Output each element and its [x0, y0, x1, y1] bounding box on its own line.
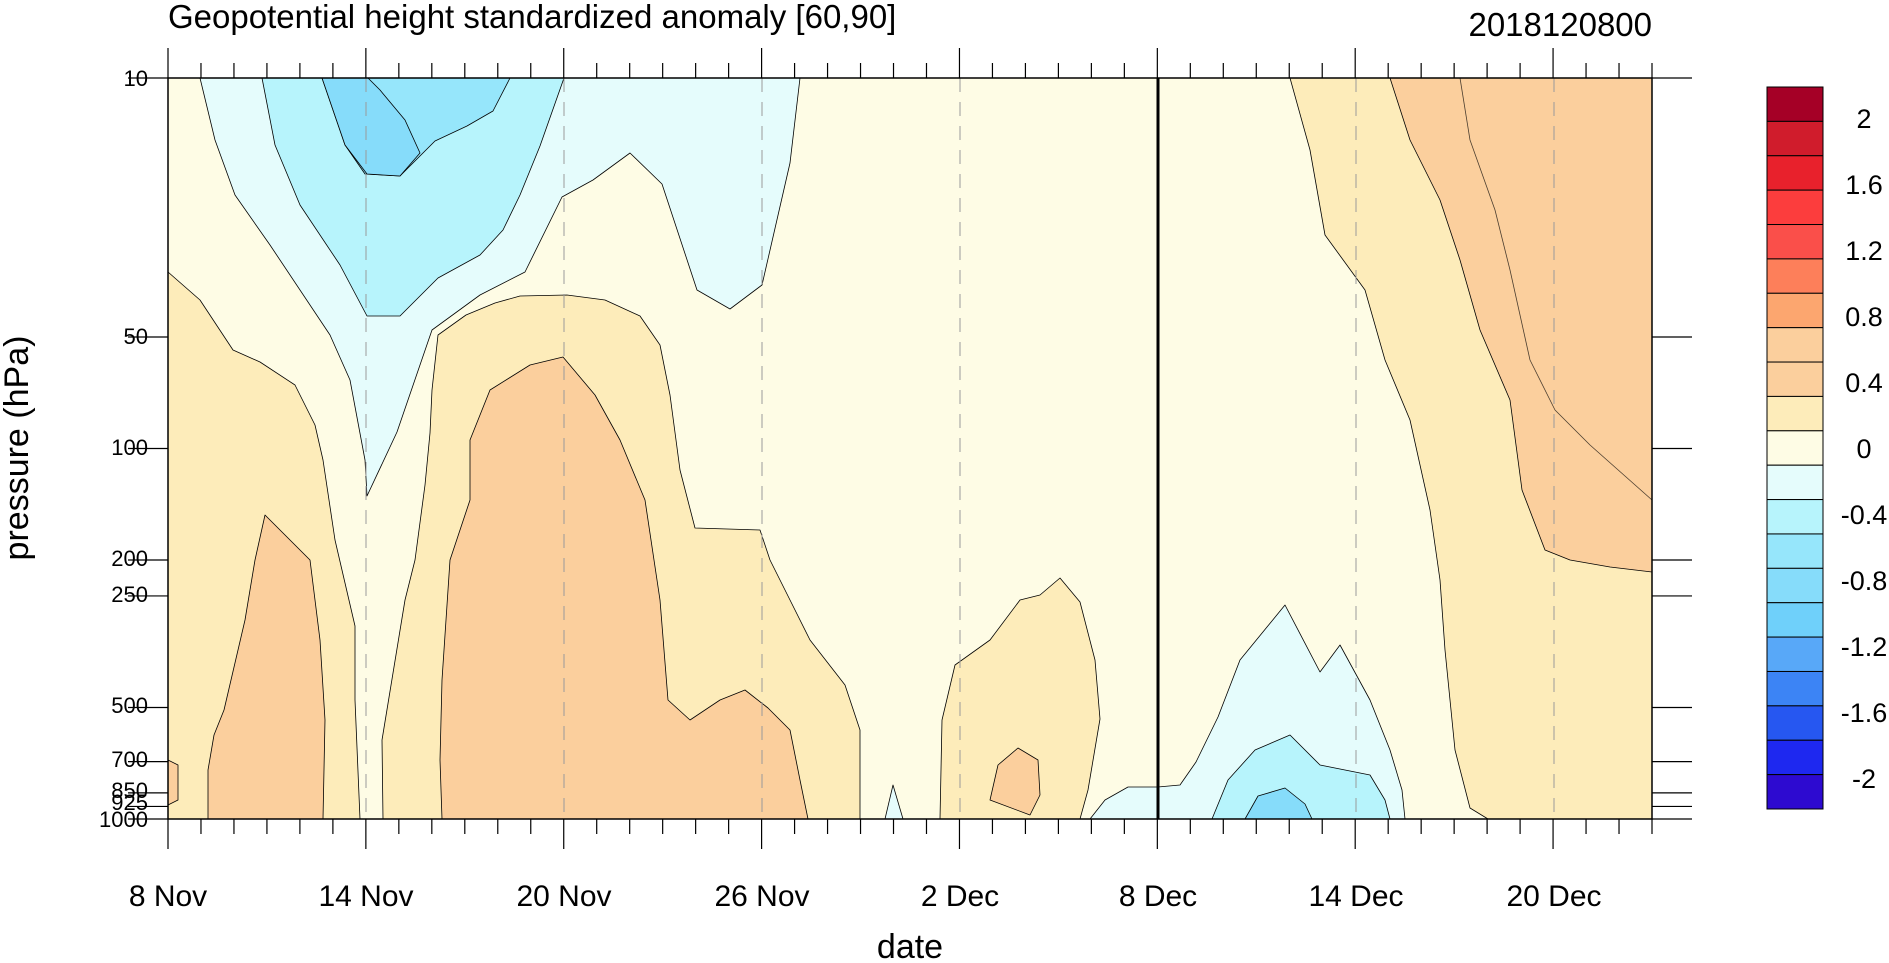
colorbar-label: 0 [1856, 434, 1871, 464]
x-tick-labels: 8 Nov 14 Nov 20 Nov 26 Nov 2 Dec 8 Dec 1… [129, 880, 1602, 913]
y-axis-title: pressure (hPa) [0, 336, 36, 561]
colorbar-label: 0.4 [1845, 368, 1883, 398]
colorbar-labels: 2 1.6 1.2 0.8 0.4 0 -0.4 -0.8 -1.2 -1.6 … [1841, 104, 1888, 794]
colorbar-swatch [1767, 190, 1823, 224]
chart: Geopotential height standardized anomaly… [0, 0, 1889, 963]
x-tick-label: 20 Nov [516, 880, 611, 913]
colorbar-swatch [1767, 500, 1823, 534]
colorbar-label: -0.8 [1841, 566, 1888, 596]
colorbar-label: 1.6 [1845, 170, 1883, 200]
colorbar-swatch [1767, 568, 1823, 602]
colorbar-label: 1.2 [1845, 236, 1883, 266]
colorbar-swatch [1767, 293, 1823, 327]
colorbar-swatch [1767, 706, 1823, 740]
y-tick-label: 700 [111, 747, 148, 772]
y-tick-labels: 10 50 100 200 250 500 700 850 925 1000 [99, 66, 148, 832]
colorbar-swatch [1767, 740, 1823, 774]
x-tick-label: 26 Nov [714, 880, 809, 913]
colorbar-swatch [1767, 603, 1823, 637]
colorbar-swatch [1767, 328, 1823, 362]
colorbar-swatch [1767, 156, 1823, 190]
colorbar-label: -2 [1852, 764, 1876, 794]
colorbar-swatch [1767, 362, 1823, 396]
x-tick-label: 8 Dec [1119, 880, 1197, 913]
colorbar-swatch [1767, 396, 1823, 430]
x-tick-label: 14 Nov [318, 880, 413, 913]
colorbar-swatch [1767, 775, 1823, 809]
y-tick-label: 200 [111, 546, 148, 571]
chart-title: Geopotential height standardized anomaly… [168, 0, 896, 35]
x-tick-label: 14 Dec [1308, 880, 1403, 913]
y-tick-label: 250 [111, 582, 148, 607]
colorbar-label: -1.2 [1841, 632, 1888, 662]
colorbar-swatch [1767, 637, 1823, 671]
colorbar-swatch [1767, 87, 1823, 121]
contour-pos-0.4-0.8-d [168, 760, 178, 805]
init-date-label: 2018120800 [1468, 6, 1652, 43]
colorbar-label: 2 [1856, 104, 1871, 134]
x-tick-label: 8 Nov [129, 880, 207, 913]
colorbar-label: 0.8 [1845, 302, 1883, 332]
colorbar-swatch [1767, 121, 1823, 155]
colorbar [1767, 87, 1823, 809]
x-tick-label: 2 Dec [921, 880, 999, 913]
colorbar-label: -1.6 [1841, 698, 1888, 728]
y-tick-label: 10 [124, 66, 148, 91]
y-tick-label: 1000 [99, 807, 148, 832]
y-tick-label: 500 [111, 693, 148, 718]
colorbar-swatch [1767, 259, 1823, 293]
colorbar-swatch [1767, 671, 1823, 705]
colorbar-swatch [1767, 431, 1823, 465]
colorbar-swatch [1767, 225, 1823, 259]
colorbar-swatch [1767, 534, 1823, 568]
x-axis-title: date [877, 928, 943, 963]
colorbar-label: -0.4 [1841, 500, 1888, 530]
y-tick-label: 50 [124, 324, 148, 349]
y-tick-label: 100 [111, 435, 148, 460]
colorbar-swatch [1767, 465, 1823, 499]
x-tick-label: 20 Dec [1506, 880, 1601, 913]
